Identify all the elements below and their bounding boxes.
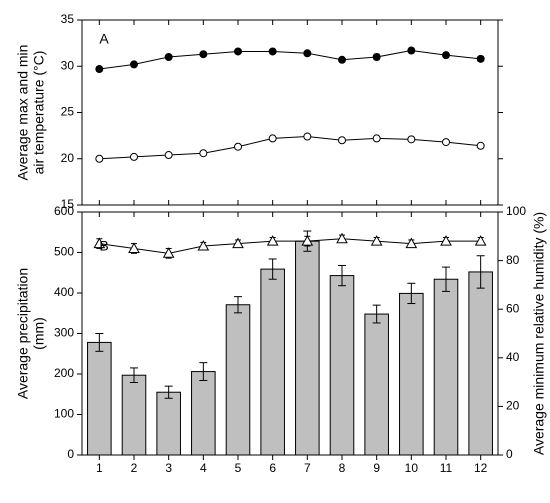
svg-text:7: 7 <box>304 461 311 475</box>
panelA-label: A <box>99 31 109 47</box>
svg-text:100: 100 <box>506 204 526 218</box>
temp-max-marker <box>131 61 138 68</box>
svg-text:400: 400 <box>54 285 74 299</box>
temp-min-marker <box>96 155 103 162</box>
svg-text:20: 20 <box>61 151 75 165</box>
temp-max-marker <box>96 66 103 73</box>
svg-text:35: 35 <box>61 12 75 26</box>
svg-text:9: 9 <box>373 461 380 475</box>
temp-max-marker <box>443 52 450 59</box>
precip-bar <box>400 293 424 455</box>
precip-bar <box>226 305 250 455</box>
svg-text:100: 100 <box>54 407 74 421</box>
svg-text:10: 10 <box>405 461 419 475</box>
svg-text:80: 80 <box>506 253 520 267</box>
figure-container: 1520253035Average max and minair tempera… <box>0 0 550 503</box>
svg-text:8: 8 <box>339 461 346 475</box>
svg-text:200: 200 <box>54 366 74 380</box>
precip-bar <box>157 392 181 455</box>
humidity-line <box>99 239 480 254</box>
humidity-marker <box>337 234 347 243</box>
precip-bar <box>296 241 320 455</box>
svg-text:600: 600 <box>54 204 74 218</box>
precip-bar <box>330 276 354 455</box>
precip-bar <box>88 342 112 455</box>
svg-text:Average precipitation: Average precipitation <box>15 268 31 399</box>
temp-max-marker <box>477 55 484 62</box>
precip-bar <box>469 272 493 455</box>
temp-max-marker <box>235 48 242 55</box>
temp-min-marker <box>269 135 276 142</box>
svg-text:12: 12 <box>474 461 488 475</box>
temp-min-marker <box>408 136 415 143</box>
svg-text:300: 300 <box>54 326 74 340</box>
temp-min-marker <box>443 139 450 146</box>
svg-text:11: 11 <box>440 461 453 475</box>
temp-max-line <box>99 51 480 70</box>
svg-text:Average max and min: Average max and min <box>15 45 31 181</box>
svg-text:Average minimum relative humid: Average minimum relative humidity (%) <box>531 212 547 455</box>
chart-svg: 1520253035Average max and minair tempera… <box>0 0 550 503</box>
svg-text:20: 20 <box>506 399 520 413</box>
temp-max-marker <box>269 48 276 55</box>
svg-text:25: 25 <box>61 105 75 119</box>
svg-text:40: 40 <box>506 350 520 364</box>
svg-text:60: 60 <box>506 301 520 315</box>
temp-max-marker <box>200 51 207 58</box>
temp-min-marker <box>165 152 172 159</box>
temp-min-marker <box>235 143 242 150</box>
temp-max-marker <box>165 54 172 61</box>
precip-bar <box>434 279 458 455</box>
svg-text:0: 0 <box>506 447 513 461</box>
svg-text:0: 0 <box>67 447 74 461</box>
svg-text:air temperature (°C): air temperature (°C) <box>31 51 47 175</box>
panelA-frame <box>82 20 498 205</box>
temp-min-marker <box>304 133 311 140</box>
temp-min-marker <box>339 137 346 144</box>
panelB-label: B <box>99 238 108 254</box>
temp-max-marker <box>373 54 380 61</box>
svg-text:1: 1 <box>96 461 103 475</box>
temp-min-marker <box>131 153 138 160</box>
temp-max-marker <box>408 47 415 54</box>
temp-min-line <box>99 137 480 159</box>
svg-text:5: 5 <box>235 461 242 475</box>
temp-max-marker <box>304 50 311 57</box>
temp-min-marker <box>373 135 380 142</box>
precip-bar <box>261 269 285 455</box>
precip-bar <box>192 372 216 455</box>
svg-text:4: 4 <box>200 461 207 475</box>
svg-text:3: 3 <box>165 461 172 475</box>
svg-text:2: 2 <box>131 461 138 475</box>
precip-bar <box>365 314 389 455</box>
svg-text:6: 6 <box>269 461 276 475</box>
temp-max-marker <box>339 56 346 63</box>
svg-text:30: 30 <box>61 58 75 72</box>
temp-min-marker <box>477 142 484 149</box>
svg-text:500: 500 <box>54 245 74 259</box>
svg-text:(mm): (mm) <box>31 317 47 350</box>
precip-bar <box>122 375 146 455</box>
temp-min-marker <box>200 150 207 157</box>
